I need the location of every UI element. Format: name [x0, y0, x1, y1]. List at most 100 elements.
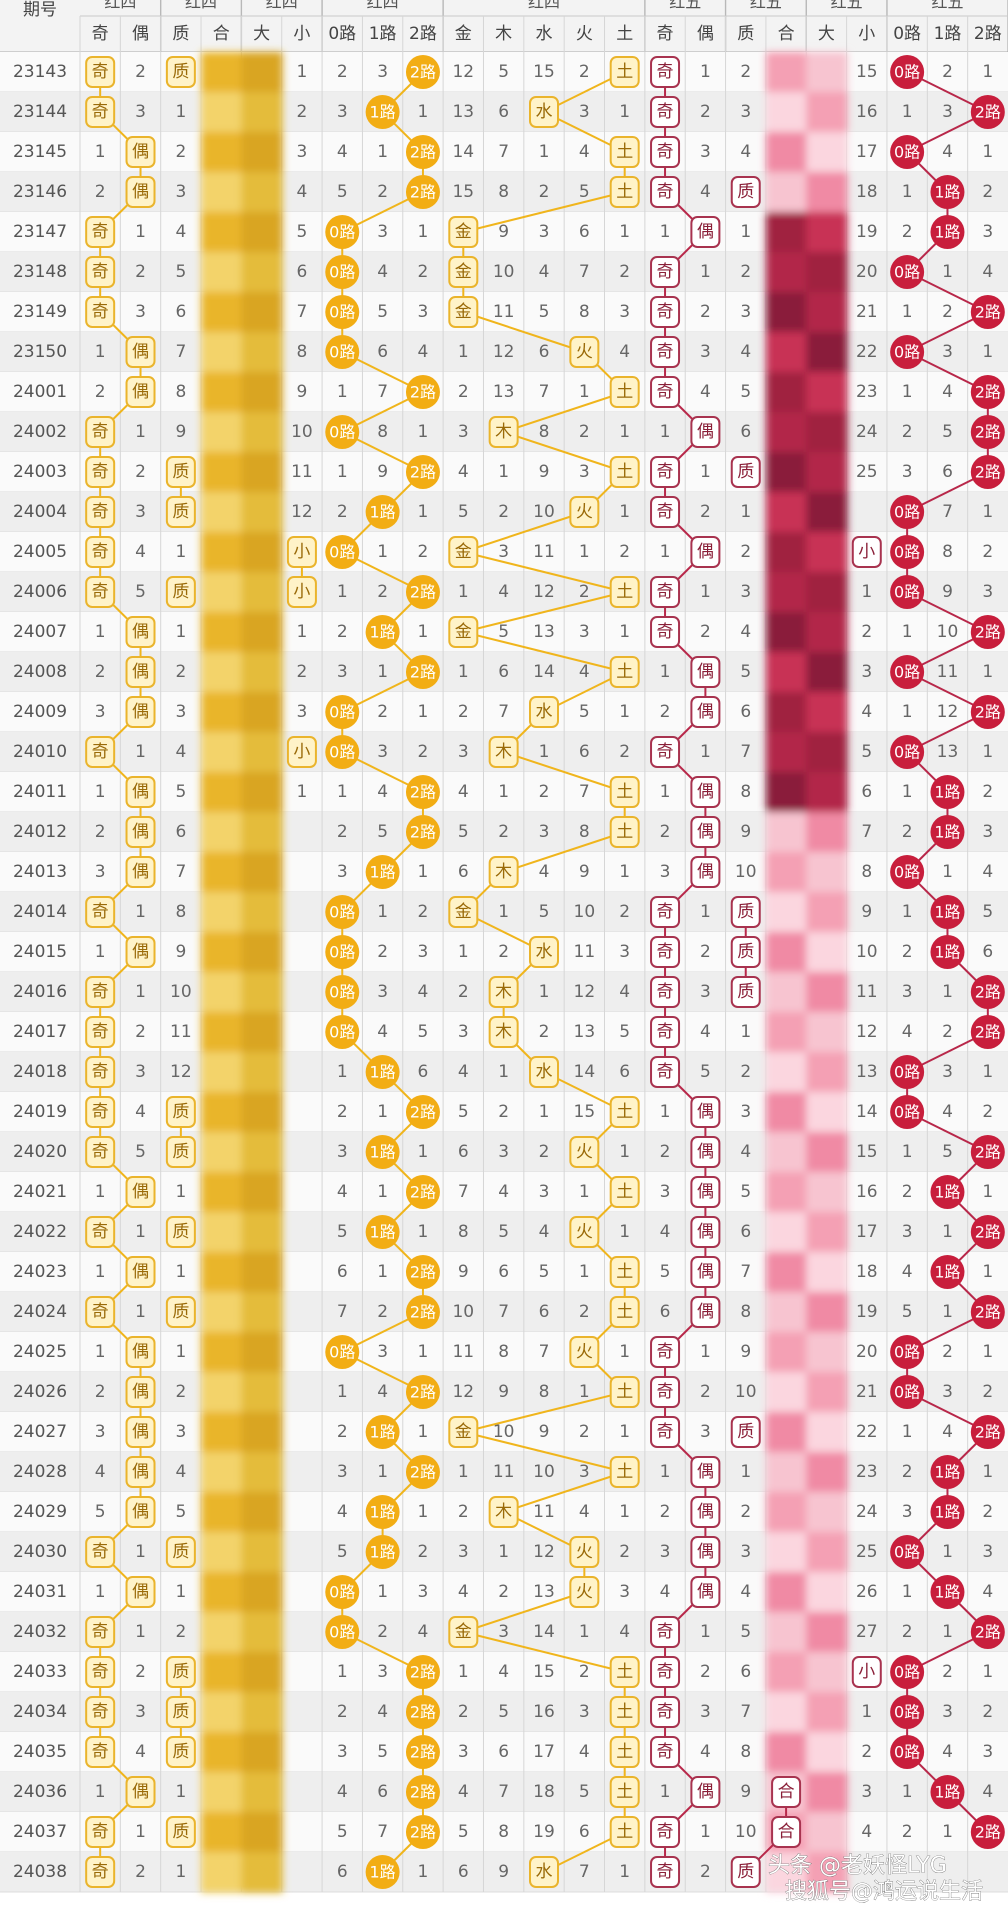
hit-label: 2路 [410, 583, 436, 602]
hit-box [125, 816, 156, 848]
omission-count: 3 [498, 1142, 509, 1162]
omission-count: 1 [982, 662, 993, 682]
blur-tile [806, 1012, 848, 1053]
omission-count: 2 [377, 182, 388, 202]
trend-line [463, 1391, 625, 1433]
omission-count: 9 [175, 942, 186, 962]
blur-tile [241, 1412, 283, 1453]
omission-count: 2 [700, 502, 711, 522]
omission-count: 3 [539, 222, 550, 242]
omission-count: 1 [902, 702, 913, 722]
blur-tile [241, 492, 283, 533]
omission-count: 1 [660, 1462, 671, 1482]
omission-count: 1 [418, 1502, 429, 1522]
omission-count: 11 [856, 982, 878, 1002]
header-group: 红四 [104, 0, 136, 12]
omission-count: 24 [856, 1502, 878, 1522]
omission-count: 7 [579, 1862, 590, 1882]
blur-tile [765, 812, 808, 853]
omission-count: 4 [498, 1182, 509, 1202]
omission-count: 12 [493, 342, 515, 362]
omission-count: 1 [458, 1662, 469, 1682]
blur-tile [806, 1452, 848, 1493]
omission-count: 3 [175, 702, 186, 722]
omission-count: 1 [902, 1782, 913, 1802]
omission-count: 2 [740, 62, 751, 82]
hit-ball [325, 1015, 360, 1049]
omission-count: 7 [498, 1302, 509, 1322]
hit-ball [325, 895, 360, 929]
blur-tile [201, 1692, 243, 1733]
hit-box [165, 1656, 196, 1688]
omission-count: 15 [856, 62, 878, 82]
omission-count: 4 [458, 1582, 469, 1602]
hit-label: 质 [172, 582, 189, 602]
omission-count: 5 [418, 1022, 429, 1042]
hit-label: 奇 [92, 222, 109, 242]
issue-number: 23147 [13, 222, 67, 242]
omission-count: 2 [458, 382, 469, 402]
hit-box [165, 576, 196, 608]
blur-tile [201, 1252, 243, 1293]
hit-box [609, 816, 640, 848]
omission-count: 5 [660, 1262, 671, 1282]
omission-count: 3 [135, 302, 146, 322]
omission-count: 6 [740, 422, 751, 442]
omission-count: 5 [135, 582, 146, 602]
omission-count: 4 [619, 982, 630, 1002]
hit-box [690, 1536, 721, 1568]
hit-box [609, 1816, 640, 1848]
omission-count: 3 [337, 102, 348, 122]
omission-count: 2 [458, 1502, 469, 1522]
omission-count: 5 [498, 62, 509, 82]
header-group: 红四 [185, 0, 217, 12]
omission-count: 2 [982, 1382, 993, 1402]
omission-count: 2 [377, 582, 388, 602]
omission-count: 4 [700, 182, 711, 202]
omission-count: 1 [942, 262, 953, 282]
hit-ball [970, 1815, 1005, 1849]
omission-count: 1 [579, 542, 590, 562]
omission-count: 9 [942, 582, 953, 602]
blur-tile [806, 372, 848, 413]
omission-count: 5 [458, 822, 469, 842]
hit-label: 偶 [132, 1582, 149, 1602]
omission-count: 13 [937, 742, 959, 762]
omission-count: 2 [337, 822, 348, 842]
omission-count: 2 [861, 622, 872, 642]
hit-label: 偶 [132, 1262, 149, 1282]
omission-count: 2 [579, 582, 590, 602]
hit-label: 奇 [92, 902, 109, 922]
omission-count: 8 [175, 902, 186, 922]
hit-box [650, 1416, 681, 1448]
omission-count: 11 [937, 662, 959, 682]
blur-tile [241, 1452, 283, 1493]
omission-count: 3 [458, 422, 469, 442]
omission-count: 1 [377, 1182, 388, 1202]
hit-label: 质 [172, 1702, 189, 1722]
issue-number: 24024 [13, 1302, 67, 1322]
hit-label: 2路 [410, 823, 436, 842]
hit-box [125, 1776, 156, 1808]
blur-tile [201, 652, 243, 693]
hit-label: 偶 [697, 1302, 714, 1322]
omission-count: 1 [175, 1262, 186, 1282]
omission-count: 2 [95, 1382, 106, 1402]
hit-label: 1路 [370, 1543, 396, 1562]
trend-line [503, 431, 626, 473]
omission-count: 3 [861, 1782, 872, 1802]
hit-ball [890, 1535, 925, 1569]
omission-count: 3 [982, 1542, 993, 1562]
hit-box [609, 1656, 640, 1688]
omission-count: 2 [337, 622, 348, 642]
omission-count: 1 [700, 582, 711, 602]
hit-box [165, 1096, 196, 1128]
omission-count: 3 [539, 822, 550, 842]
omission-count: 2 [700, 942, 711, 962]
blur-tile [765, 972, 808, 1013]
blur-tile [806, 1852, 848, 1893]
hit-ball [405, 1455, 440, 1489]
omission-count: 1 [135, 1542, 146, 1562]
hit-label: 1路 [370, 1143, 396, 1162]
blur-tile [241, 372, 283, 413]
